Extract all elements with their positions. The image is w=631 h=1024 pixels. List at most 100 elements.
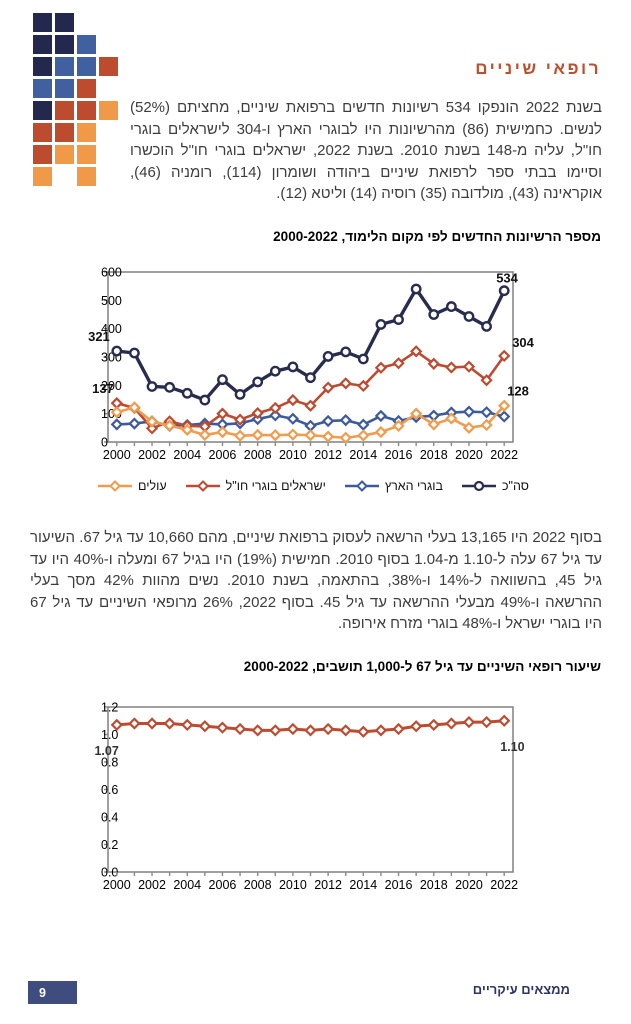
data-point-marker xyxy=(498,285,510,297)
data-point-marker xyxy=(357,725,370,738)
legend-item-0: סה"כ xyxy=(461,479,529,493)
y-tick-label: 400 xyxy=(101,322,122,336)
data-point-marker xyxy=(181,423,194,436)
y-tick-label: 0.8 xyxy=(101,756,118,770)
logo-square xyxy=(33,13,52,32)
data-point-marker xyxy=(305,372,316,384)
data-point-marker xyxy=(428,309,440,320)
data-point-marker xyxy=(286,393,300,407)
data-point-marker xyxy=(462,421,476,434)
data-point-marker xyxy=(252,376,264,388)
logo-square xyxy=(77,123,96,142)
logo-square xyxy=(55,13,74,32)
data-point-marker xyxy=(304,399,317,412)
data-point-marker xyxy=(269,401,282,415)
data-point-marker xyxy=(128,717,141,730)
data-point-marker xyxy=(321,722,335,736)
logo-square xyxy=(33,35,52,54)
y-tick-label: 0.6 xyxy=(101,783,118,797)
data-point-marker xyxy=(339,724,352,737)
y-tick-label: 500 xyxy=(101,294,122,308)
logo-square xyxy=(77,167,96,186)
data-point-marker xyxy=(163,717,176,730)
data-point-marker xyxy=(163,419,176,432)
data-point-marker xyxy=(340,346,352,358)
logo-square xyxy=(77,35,96,54)
data-point-marker xyxy=(392,722,405,736)
y-tick-label: 1.2 xyxy=(101,701,118,715)
logo-square xyxy=(99,101,118,120)
data-point-marker xyxy=(463,311,475,322)
x-tick-label: 2016 xyxy=(385,878,413,892)
legend-marker-icon xyxy=(461,480,496,492)
data-point-marker xyxy=(462,360,476,373)
data-point-marker xyxy=(427,718,440,732)
data-point-marker xyxy=(251,724,264,737)
logo-empty-cell xyxy=(99,79,118,98)
x-tick-label: 2004 xyxy=(173,448,201,462)
rate-chart-title: שיעור רופאי השיניים עד גיל 67 ל-1,000 תו… xyxy=(243,659,601,674)
data-point-marker xyxy=(128,401,141,414)
data-point-marker xyxy=(410,283,422,295)
legend-label: בוגרי הארץ xyxy=(384,479,443,493)
data-point-marker xyxy=(233,413,247,426)
data-point-marker xyxy=(357,379,370,393)
x-tick-label: 2018 xyxy=(420,448,448,462)
data-label: 137 xyxy=(92,381,114,396)
x-tick-label: 2022 xyxy=(490,448,518,462)
intro-paragraph-text: בשנת 2022 הונפקו 534 רשיונות חדשים ברפוא… xyxy=(130,99,602,202)
data-point-marker xyxy=(234,388,246,400)
data-point-marker xyxy=(374,409,388,423)
data-point-marker xyxy=(498,714,511,727)
x-tick-label: 2006 xyxy=(209,448,237,462)
logo-square xyxy=(55,101,74,120)
data-label: 321 xyxy=(88,329,110,344)
logo-square xyxy=(77,57,96,76)
data-point-marker xyxy=(216,721,229,734)
data-point-marker xyxy=(427,418,440,431)
logo-square xyxy=(99,57,118,76)
rate-chart: 0.0 0.2 0.4 0.6 0.8 1.0 1.2 2000 2002 2004 2006 200… xyxy=(94,701,524,893)
legend-item-2: ישראלים בוגרי חו"ל xyxy=(185,479,326,493)
logo-square xyxy=(77,79,96,98)
logo-square xyxy=(55,145,74,164)
data-point-marker xyxy=(374,361,388,374)
data-point-marker xyxy=(322,351,334,362)
data-point-marker xyxy=(269,429,282,442)
page-number-badge: 9 xyxy=(28,981,77,1004)
data-point-marker xyxy=(339,431,352,444)
data-point-marker xyxy=(286,428,300,441)
logo-square xyxy=(55,123,74,142)
data-point-marker xyxy=(393,314,404,325)
data-point-marker xyxy=(481,321,492,332)
y-tick-label: 0.2 xyxy=(101,838,118,852)
licenses-chart-legend: סה"כ בוגרי הארץ ישראלים בוגרי חו"ל עולים xyxy=(78,479,548,493)
data-point-marker xyxy=(321,430,335,443)
data-point-marker xyxy=(498,399,511,412)
data-point-marker xyxy=(128,417,141,430)
data-point-marker xyxy=(304,724,317,737)
data-point-marker xyxy=(357,418,370,431)
data-point-marker xyxy=(111,345,123,357)
x-tick-label: 2000 xyxy=(103,878,131,892)
logo-square xyxy=(33,145,52,164)
data-point-marker xyxy=(427,357,440,370)
logo-square xyxy=(55,35,74,54)
data-point-marker xyxy=(480,715,493,729)
logo-square xyxy=(77,145,96,164)
data-point-marker xyxy=(445,301,457,312)
data-point-marker xyxy=(198,720,212,733)
y-tick-label: 1.0 xyxy=(101,728,118,742)
licenses-chart-title: מספר הרשיונות החדשים לפי מקום הלימוד, 20… xyxy=(273,229,601,244)
legend-label: ישראלים בוגרי חו"ל xyxy=(225,479,326,493)
data-point-marker xyxy=(164,381,176,393)
x-tick-label: 2008 xyxy=(244,878,272,892)
data-point-marker xyxy=(287,361,299,373)
data-point-marker xyxy=(375,319,387,330)
x-tick-label: 2012 xyxy=(314,878,342,892)
data-point-marker xyxy=(374,425,388,439)
legend-label: סה"כ xyxy=(501,479,529,493)
data-point-marker xyxy=(269,724,282,737)
data-point-marker xyxy=(480,418,493,432)
